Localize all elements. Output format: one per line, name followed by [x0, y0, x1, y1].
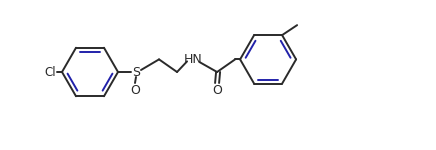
Text: O: O: [130, 84, 140, 96]
Text: O: O: [212, 84, 222, 96]
Text: Cl: Cl: [44, 66, 56, 78]
Text: S: S: [132, 66, 140, 78]
Text: HN: HN: [184, 53, 202, 66]
